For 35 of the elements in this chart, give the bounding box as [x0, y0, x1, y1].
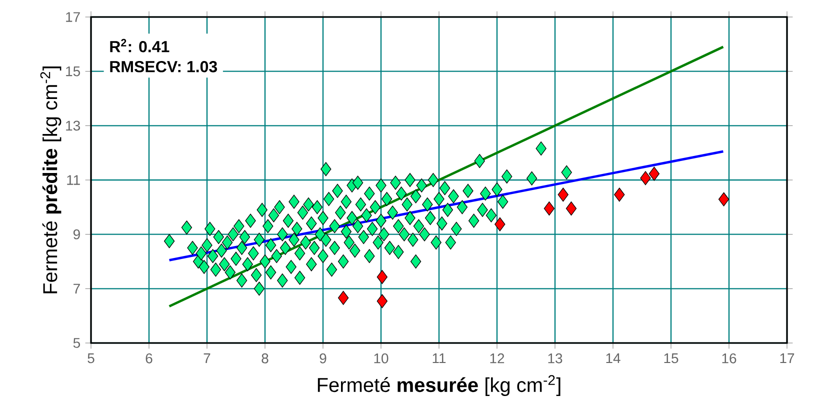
point: [558, 188, 568, 202]
x-tick-label: 8: [262, 353, 268, 364]
x-tick-label: 7: [204, 353, 210, 364]
x-tick-label: 14: [606, 353, 620, 364]
point: [376, 270, 388, 284]
y-tick-label: 13: [66, 120, 80, 131]
y-axis-title: Fermeté prédite [kg cm$^{-2}$]: [40, 66, 62, 294]
point: [376, 294, 388, 308]
y-tick-label: 5: [73, 338, 80, 348]
point: [544, 202, 555, 216]
y-tick-label: 7: [74, 284, 80, 294]
x-tick-label: 12: [490, 353, 504, 364]
x-tick-label: 17: [780, 353, 794, 364]
x-tick-label: 13: [548, 353, 562, 364]
x-tick-label: 15: [664, 353, 678, 364]
y-tick-label: 15: [66, 66, 80, 76]
x-tick-label: 9: [320, 353, 326, 364]
point: [614, 188, 625, 202]
x-tick-label: 11: [432, 353, 446, 364]
annotation: RMSECV: 1.03: [110, 60, 218, 72]
annotation: R$^{2}$: 0.41: [110, 38, 170, 52]
point: [640, 171, 651, 186]
y-tick-label: 17: [66, 12, 80, 22]
x-tick-label: 5: [88, 353, 94, 364]
point: [718, 192, 730, 206]
x-tick-label: 10: [374, 353, 388, 364]
y-tick-label: 11: [67, 175, 80, 185]
point: [566, 202, 577, 216]
y-tick-label: 9: [73, 229, 80, 240]
point: [494, 217, 506, 232]
x-tick-label: 6: [146, 353, 152, 364]
point: [338, 290, 349, 305]
x-tick-label: 16: [722, 353, 736, 364]
point: [648, 166, 660, 181]
x-axis-title: Fermeté mesurée [kg cm$^{-2}$]: [318, 375, 560, 396]
